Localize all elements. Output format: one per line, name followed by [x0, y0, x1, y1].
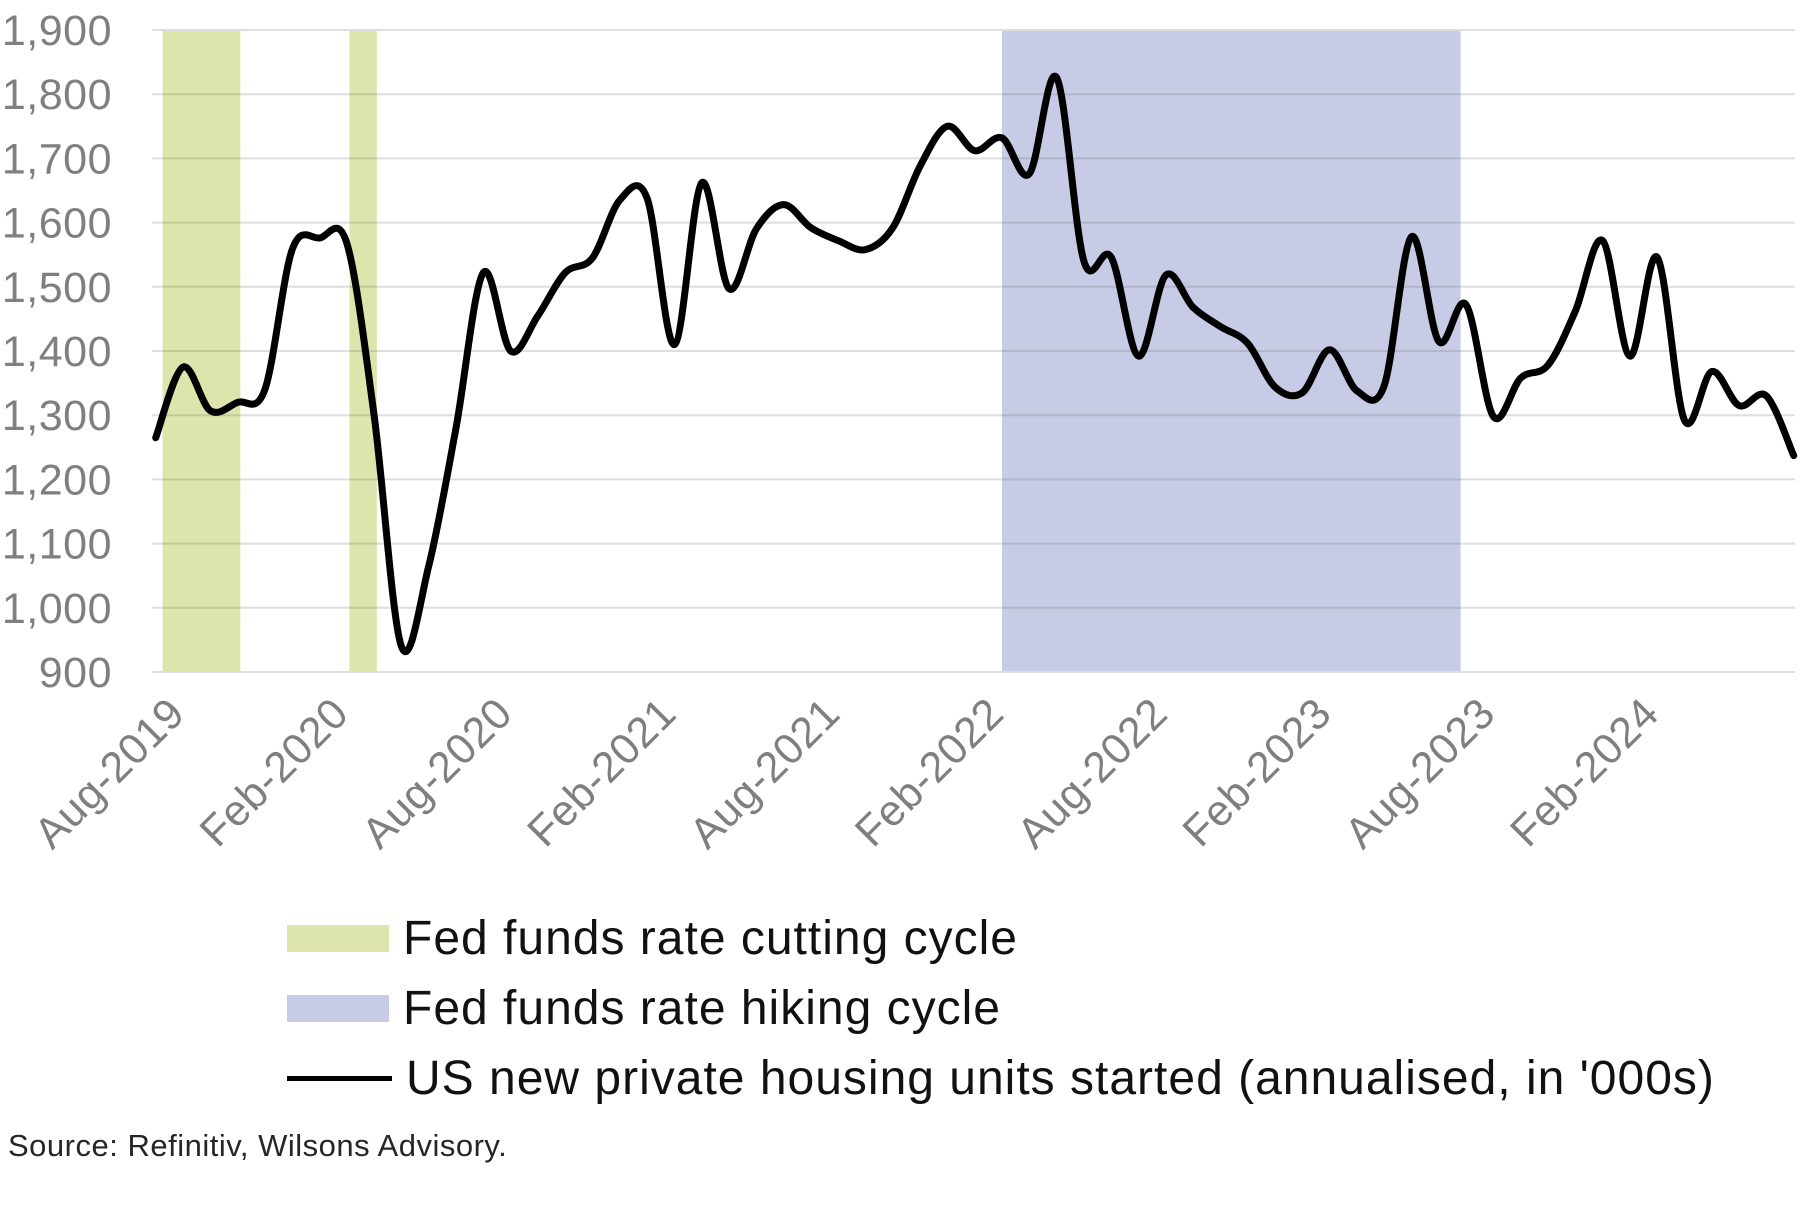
legend-label-housing-series: US new private housing units started (an… [406, 1051, 1715, 1105]
legend-item-housing-series: US new private housing units started (an… [287, 1043, 1715, 1113]
legend-item-hiking-cycle: Fed funds rate hiking cycle [287, 973, 1715, 1043]
x-tick-label-Aug-2019: Aug-2019 [25, 689, 194, 858]
y-tick-label-1700: 1,700 [2, 135, 112, 183]
source-note: Source: Refinitiv, Wilsons Advisory. [8, 1128, 508, 1163]
y-tick-label-1200: 1,200 [2, 456, 112, 504]
x-tick-label-Feb-2021: Feb-2021 [519, 689, 686, 856]
x-tick-label-Aug-2021: Aug-2021 [681, 689, 850, 858]
legend-item-cutting-cycle: Fed funds rate cutting cycle [287, 903, 1715, 973]
x-tick-label-Feb-2020: Feb-2020 [191, 689, 358, 856]
y-tick-label-900: 900 [39, 649, 112, 697]
y-tick-label-1000: 1,000 [2, 585, 112, 633]
x-tick-label-Aug-2022: Aug-2022 [1008, 689, 1177, 858]
legend: Fed funds rate cutting cycle Fed funds r… [287, 903, 1715, 1113]
housing-starts-series-line [152, 72, 1798, 656]
x-tick-label-Aug-2023: Aug-2023 [1336, 689, 1505, 858]
y-tick-label-1300: 1,300 [2, 392, 112, 440]
legend-label-hiking-cycle: Fed funds rate hiking cycle [403, 981, 1001, 1035]
y-tick-label-1800: 1,800 [2, 71, 112, 119]
hiking-cycle-swatch-icon [287, 994, 389, 1022]
cutting-cycle-band-0 [162, 31, 241, 671]
series-line-sample-icon [287, 1075, 392, 1081]
y-tick-label-1400: 1,400 [2, 328, 112, 376]
x-tick-label-Aug-2020: Aug-2020 [353, 689, 522, 858]
legend-label-cutting-cycle: Fed funds rate cutting cycle [403, 911, 1018, 965]
y-tick-label-1500: 1,500 [2, 264, 112, 312]
x-tick-label-Feb-2024: Feb-2024 [1501, 689, 1668, 856]
x-tick-label-Feb-2023: Feb-2023 [1174, 689, 1341, 856]
y-tick-label-1100: 1,100 [2, 521, 112, 569]
hiking-cycle-band [1002, 31, 1461, 671]
y-tick-label-1900: 1,900 [2, 7, 112, 55]
x-tick-label-Feb-2022: Feb-2022 [846, 689, 1013, 856]
cutting-cycle-swatch-icon [287, 924, 389, 952]
y-tick-label-1600: 1,600 [2, 200, 112, 248]
